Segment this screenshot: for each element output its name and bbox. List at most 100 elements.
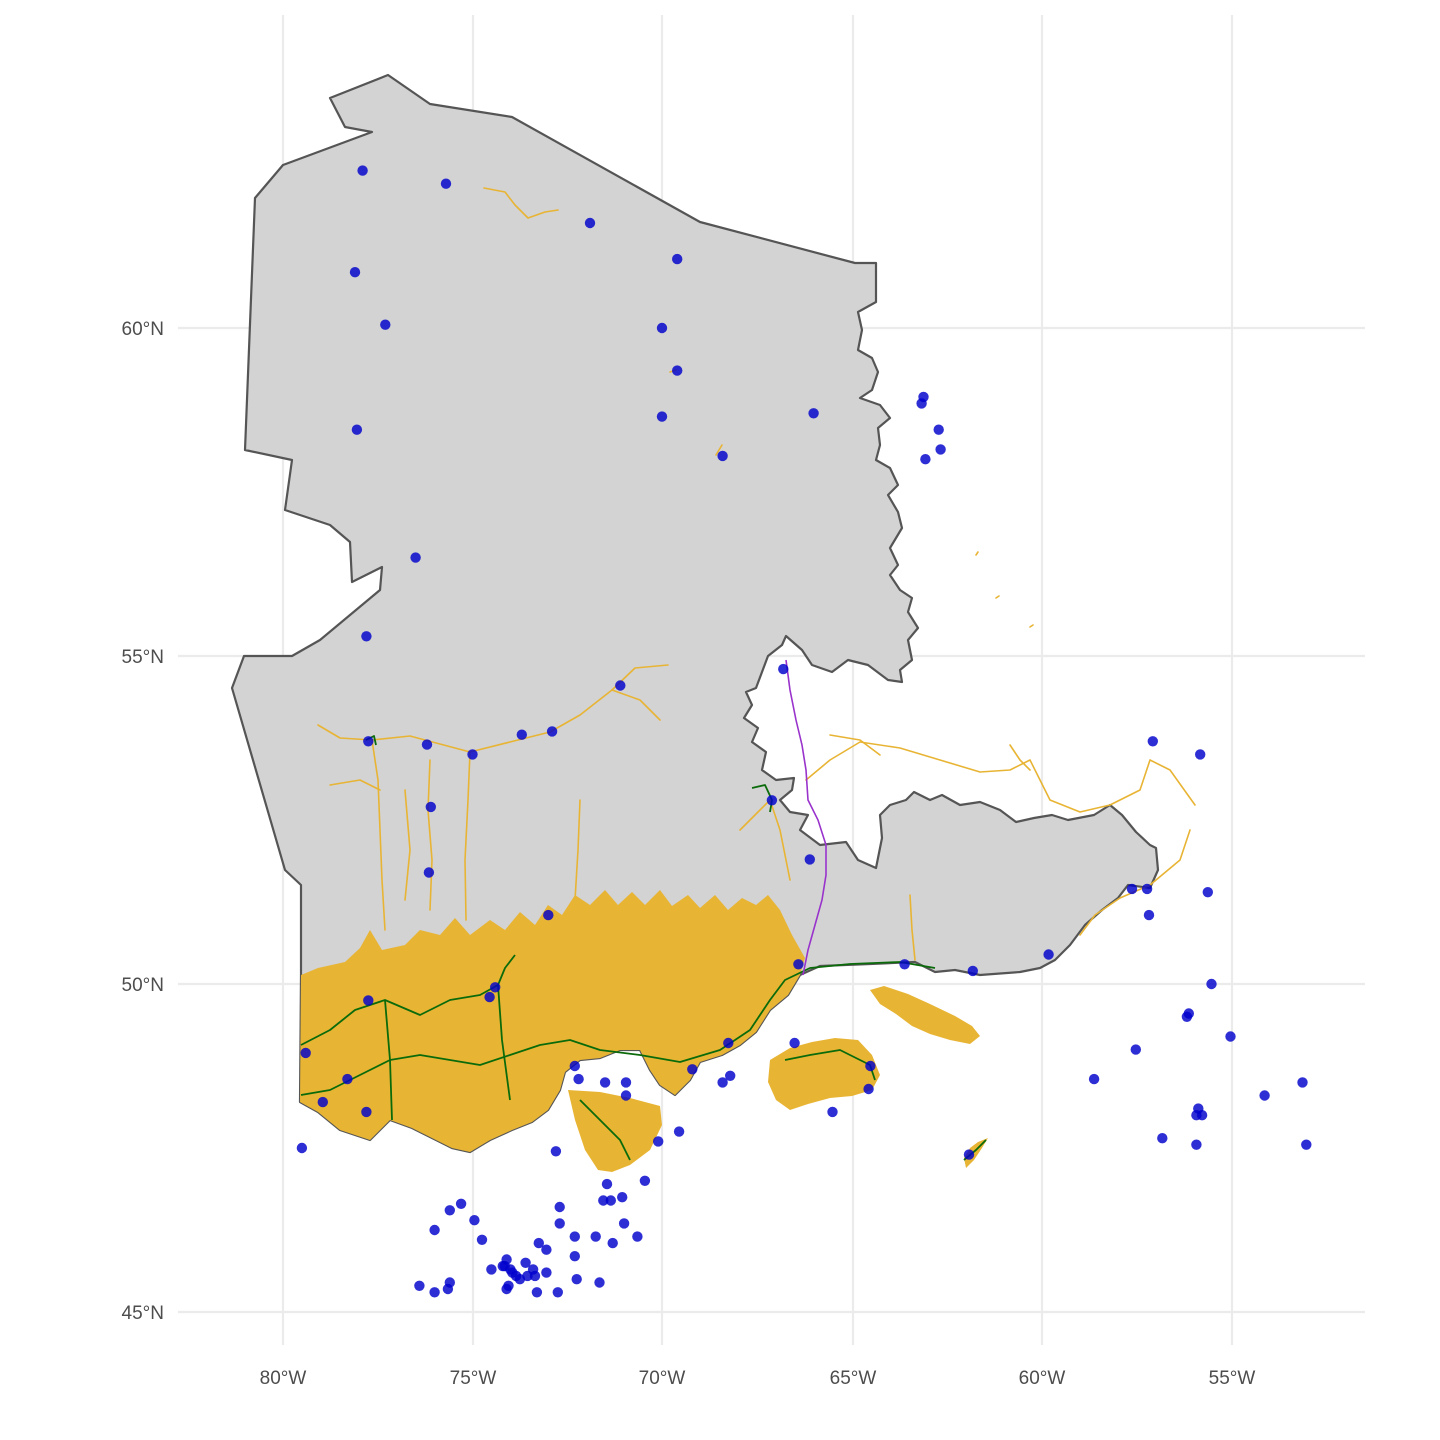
station-point	[672, 365, 683, 376]
station-point	[804, 854, 815, 865]
station-point	[573, 1073, 584, 1085]
labrador-boundary-line	[785, 659, 827, 976]
station-point	[1202, 887, 1214, 898]
station-point	[672, 253, 683, 265]
gaspesie-peninsula	[768, 1038, 880, 1110]
station-point	[598, 1195, 609, 1206]
station-point	[361, 631, 372, 642]
station-point	[361, 1106, 372, 1118]
x-tick-label: 55°W	[1209, 1368, 1256, 1389]
station-point	[1225, 1031, 1236, 1042]
station-point	[1157, 1133, 1168, 1144]
road-segment	[995, 595, 1000, 599]
station-point	[723, 1037, 734, 1049]
railway-line	[300, 961, 936, 1096]
station-point	[656, 411, 668, 422]
station-point	[541, 1267, 552, 1278]
station-point	[533, 1237, 544, 1249]
station-point	[571, 1274, 582, 1285]
y-axis: 60°N 55°N 50°N 45°N	[122, 319, 164, 1324]
station-point	[425, 801, 436, 813]
vegetation-area	[300, 890, 805, 1152]
station-point	[632, 1231, 643, 1242]
station-point	[543, 909, 554, 921]
station-point	[554, 1201, 565, 1213]
magdalen-islands	[964, 1138, 988, 1168]
station-point	[531, 1287, 543, 1298]
station-point	[455, 1198, 467, 1210]
station-point	[594, 1277, 605, 1288]
station-point	[520, 1257, 531, 1269]
station-point	[429, 1287, 440, 1298]
station-point	[440, 178, 452, 189]
station-point	[615, 680, 626, 691]
station-point	[935, 444, 946, 455]
station-point	[507, 1267, 518, 1278]
y-tick-label: 45°N	[122, 1303, 164, 1324]
station-point	[363, 736, 374, 747]
station-point	[590, 1231, 601, 1242]
x-axis: 80°W 75°W 70°W 65°W 60°W 55°W	[260, 1368, 1256, 1389]
station-point	[1195, 749, 1206, 760]
railway-line	[751, 784, 773, 813]
station-point	[617, 1192, 628, 1203]
station-point	[1206, 978, 1217, 990]
station-point	[1196, 1110, 1208, 1121]
station-point	[933, 424, 944, 435]
station-point	[639, 1175, 651, 1187]
station-point	[967, 965, 978, 977]
station-point	[442, 1283, 454, 1295]
station-point	[778, 663, 789, 675]
road-segment	[805, 741, 1196, 813]
station-point	[554, 1218, 565, 1229]
station-point	[673, 1126, 685, 1137]
station-point	[569, 1251, 580, 1262]
station-point	[1126, 883, 1138, 895]
station-point	[541, 1244, 552, 1255]
road-segment	[1009, 744, 1031, 771]
station-point	[516, 729, 527, 740]
x-tick-label: 60°W	[1019, 1368, 1066, 1389]
station-point	[620, 1090, 632, 1101]
station-point	[1147, 736, 1159, 747]
road-segment	[909, 894, 916, 961]
station-point	[444, 1205, 455, 1216]
station-point	[827, 1106, 838, 1118]
station-point	[569, 1231, 580, 1242]
road-segment	[371, 739, 386, 931]
station-point	[1130, 1044, 1142, 1055]
road-segment	[464, 751, 471, 921]
station-point	[527, 1264, 539, 1275]
station-point	[620, 1077, 632, 1088]
station-point	[605, 1195, 616, 1206]
station-point	[687, 1064, 698, 1075]
station-point	[601, 1178, 613, 1190]
station-point	[317, 1096, 328, 1108]
station-point	[793, 959, 804, 970]
station-point	[1043, 949, 1054, 960]
station-point	[380, 319, 391, 330]
y-tick-label: 50°N	[122, 975, 164, 996]
station-point	[357, 165, 368, 176]
road-segment	[611, 689, 661, 721]
road-segment	[427, 759, 433, 911]
station-point	[342, 1073, 353, 1085]
station-point	[899, 959, 910, 970]
station-points	[296, 165, 1312, 1298]
station-point	[469, 1215, 480, 1226]
station-point	[717, 450, 728, 462]
railway-line	[579, 1099, 631, 1161]
x-tick-label: 65°W	[830, 1368, 877, 1389]
road-segment	[829, 734, 881, 756]
station-point	[916, 398, 927, 409]
x-tick-label: 80°W	[260, 1368, 307, 1389]
station-point	[789, 1037, 800, 1049]
station-point	[351, 424, 363, 435]
station-point	[725, 1070, 736, 1082]
x-tick-label: 70°W	[639, 1368, 686, 1389]
station-point	[656, 322, 668, 334]
station-point	[1141, 883, 1153, 895]
station-point	[414, 1280, 425, 1292]
station-point	[423, 867, 435, 878]
